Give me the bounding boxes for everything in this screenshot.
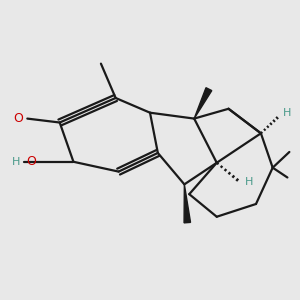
Text: H: H	[12, 157, 20, 167]
Polygon shape	[194, 88, 212, 118]
Text: H: H	[245, 177, 253, 188]
Text: O: O	[13, 112, 23, 125]
Text: H: H	[283, 108, 291, 118]
Polygon shape	[184, 184, 190, 223]
Text: O: O	[26, 155, 36, 168]
